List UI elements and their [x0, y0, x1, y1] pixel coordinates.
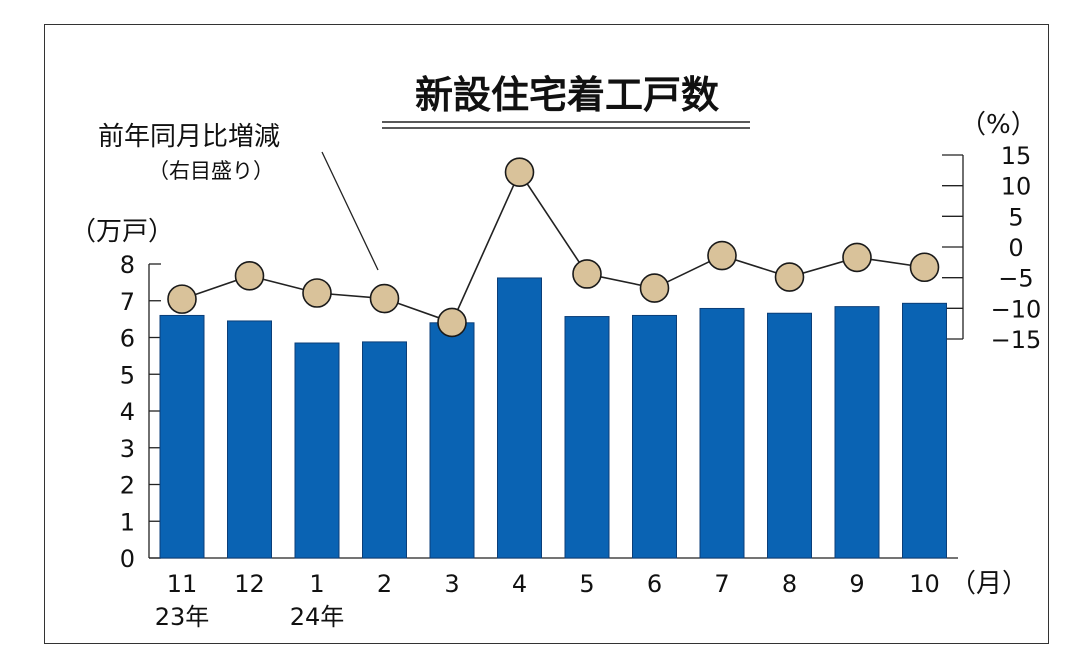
bar [362, 341, 407, 559]
left-axis-tick-label: 4 [120, 398, 135, 426]
left-axis-tick-label: 6 [120, 325, 135, 353]
x-tick-label: 5 [579, 570, 594, 598]
x-axis-labels: 11 23年 12 1 24年 2 3 4 5 6 7 8 9 10 [155, 570, 940, 631]
yoy-point [437, 307, 467, 338]
bar [497, 277, 542, 559]
yoy-point [774, 262, 805, 292]
left-axis-tick-label: 5 [120, 361, 135, 389]
x-tick-label: 1 [309, 570, 324, 598]
left-axis-tick-label: 7 [120, 288, 135, 316]
bar [699, 307, 745, 559]
right-axis-tick-label: 0 [1008, 234, 1023, 262]
x-tick-label: 9 [849, 570, 864, 598]
right-axis-tick-label: −5 [998, 265, 1033, 293]
annotation-leader-line [321, 151, 379, 271]
right-axis-tick-label: 10 [1001, 173, 1032, 201]
left-axis-tick-label: 0 [120, 545, 135, 573]
yoy-point [504, 157, 535, 187]
x-axis-unit: （月） [950, 569, 1028, 599]
right-axis-tick-label: 15 [1001, 142, 1032, 170]
bar [767, 312, 812, 559]
yoy-point [909, 252, 940, 283]
x-year-label: 24年 [290, 603, 345, 631]
yoy-point [842, 242, 872, 273]
yoy-line [167, 157, 940, 338]
right-axis-tick-label: 5 [1008, 203, 1023, 231]
yoy-point [302, 278, 332, 308]
bar [227, 320, 272, 559]
bars [159, 277, 947, 559]
bar [159, 314, 205, 559]
line-series-sublabel: （右目盛り） [148, 159, 274, 183]
bar [632, 314, 677, 559]
yoy-polyline [181, 170, 925, 324]
left-axis-tick-label: 8 [120, 251, 135, 279]
x-tick-label: 11 [167, 570, 198, 598]
chart-title: 新設住宅着工戸数 [415, 73, 719, 117]
bar [834, 306, 880, 559]
line-series-label: 前年同月比増減 [98, 122, 280, 152]
yoy-point [572, 259, 602, 289]
yoy-point [167, 284, 197, 314]
right-axis-tick-label: −10 [991, 295, 1042, 323]
left-axis-tick-label: 1 [120, 508, 135, 536]
x-year-label: 23年 [155, 603, 210, 631]
left-axis-unit: （万戸） [70, 217, 174, 247]
x-tick-label: 2 [377, 570, 392, 598]
x-tick-label: 6 [647, 570, 662, 598]
x-tick-label: 7 [714, 570, 729, 598]
yoy-point [707, 240, 737, 271]
right-axis-unit: （%） [960, 110, 1037, 140]
left-axis-tick-label: 2 [120, 472, 135, 500]
bar [564, 316, 610, 559]
left-axis-tick-label: 3 [120, 435, 135, 463]
bar [902, 302, 947, 559]
yoy-point [234, 261, 265, 291]
bar [429, 322, 475, 559]
yoy-point [639, 273, 670, 303]
x-tick-label: 4 [512, 570, 527, 598]
x-tick-label: 8 [782, 570, 797, 598]
x-tick-label: 10 [909, 570, 940, 598]
bar [294, 342, 340, 559]
right-axis-tick-label: −15 [991, 326, 1042, 354]
yoy-point [369, 283, 400, 314]
x-tick-label: 12 [234, 570, 265, 598]
x-tick-label: 3 [444, 570, 459, 598]
